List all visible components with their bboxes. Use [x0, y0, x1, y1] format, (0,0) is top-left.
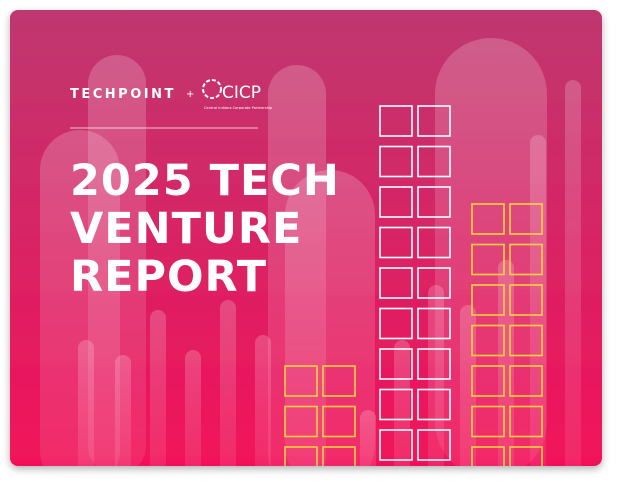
grid-square [471, 365, 505, 397]
grid-square [471, 203, 505, 235]
grid-square [417, 226, 451, 259]
grid-square [322, 446, 356, 466]
grid-square [284, 405, 318, 438]
grid-square [379, 145, 413, 178]
grid-square [509, 405, 543, 438]
grid-square [379, 226, 413, 259]
grid-square [471, 405, 505, 438]
separator: + [186, 89, 194, 100]
grid-square [509, 365, 543, 397]
title-line: VENTURE [70, 204, 302, 254]
grid-square [322, 405, 356, 438]
grid-square [417, 429, 451, 461]
grid-square [379, 105, 413, 137]
grid-square [509, 446, 543, 466]
title-line: REPORT [70, 252, 267, 302]
partner-tagline: Central Indiana Corporate Partnership [204, 106, 273, 110]
grid-square [417, 307, 451, 340]
grid-square [417, 348, 451, 380]
grid-square [379, 348, 413, 380]
partner-name: CICP [222, 83, 261, 103]
grid-square [322, 365, 356, 397]
title-line: 2025 TECH [70, 156, 340, 206]
grid-square [284, 365, 318, 397]
decoration [40, 38, 581, 466]
grid-square [471, 284, 505, 316]
grid-square [471, 243, 505, 276]
grid-square [509, 203, 543, 235]
grid-square [379, 307, 413, 340]
grid-square [284, 446, 318, 466]
brand-name: TECHPOINT [70, 87, 176, 102]
grid-square [417, 145, 451, 178]
grid-square [471, 324, 505, 357]
grid-square [379, 267, 413, 299]
grid-square [509, 324, 543, 357]
grid-square [379, 388, 413, 421]
grid-square [509, 243, 543, 276]
grid-square [417, 388, 451, 421]
grid-square [379, 186, 413, 218]
grid-square [379, 429, 413, 461]
grid-square [417, 267, 451, 299]
partner-logo [202, 79, 222, 99]
grid-square [509, 284, 543, 316]
grid-square [471, 446, 505, 466]
grid-square [417, 186, 451, 218]
grid-square [417, 105, 451, 137]
